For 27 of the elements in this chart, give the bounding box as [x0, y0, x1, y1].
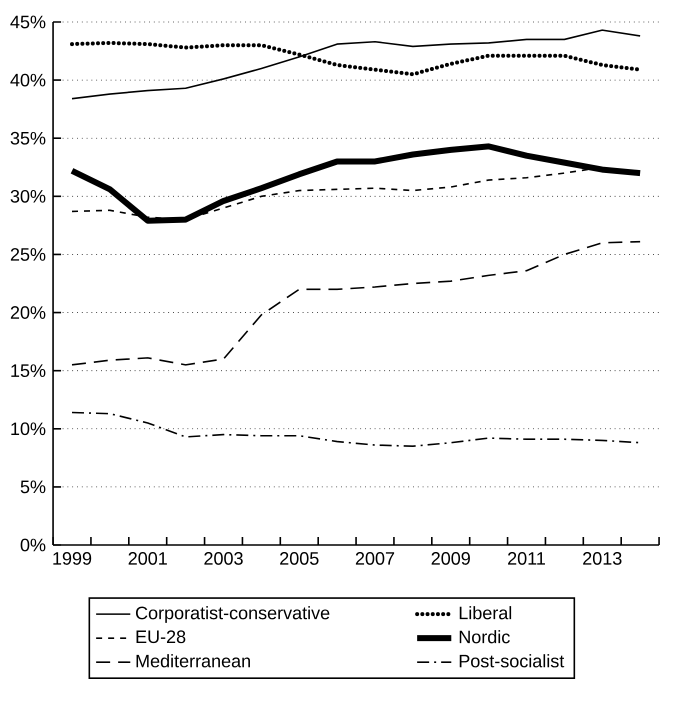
x-tick-label: 2005 [280, 552, 319, 565]
y-tick-label: 25% [10, 248, 46, 261]
legend-label: EU-28 [136, 630, 186, 644]
y-tick-label: 40% [10, 74, 46, 86]
y-tick-label: 35% [10, 132, 46, 145]
y-tick-label: 45% [10, 16, 46, 28]
legend-label: Corporatist-conservative [136, 606, 330, 623]
legend-label: Liberal [460, 606, 512, 620]
x-tick-label: 2007 [356, 552, 394, 565]
x-tick-label: 2003 [204, 552, 243, 565]
legend-label: Post-socialist [460, 654, 564, 668]
legend-label: Nordic [460, 630, 510, 644]
y-tick-label: 30% [10, 190, 46, 203]
y-tick-label: 15% [11, 364, 46, 378]
x-tick-label: 2013 [583, 552, 622, 565]
y-tick-label: 10% [11, 422, 46, 436]
y-tick-label: 0% [20, 538, 46, 552]
y-tick-label: 20% [10, 306, 46, 319]
line-series [71, 29, 641, 100]
x-tick-label: 1999 [53, 552, 92, 565]
x-tick-label: 2011 [508, 552, 545, 565]
line-series [71, 240, 641, 366]
legend-label: Mediterranean [136, 654, 250, 668]
x-tick-label: 2001 [128, 552, 167, 565]
line-series [71, 412, 641, 448]
x-tick-label: 2009 [432, 552, 470, 565]
y-tick-label: 5% [20, 480, 46, 494]
